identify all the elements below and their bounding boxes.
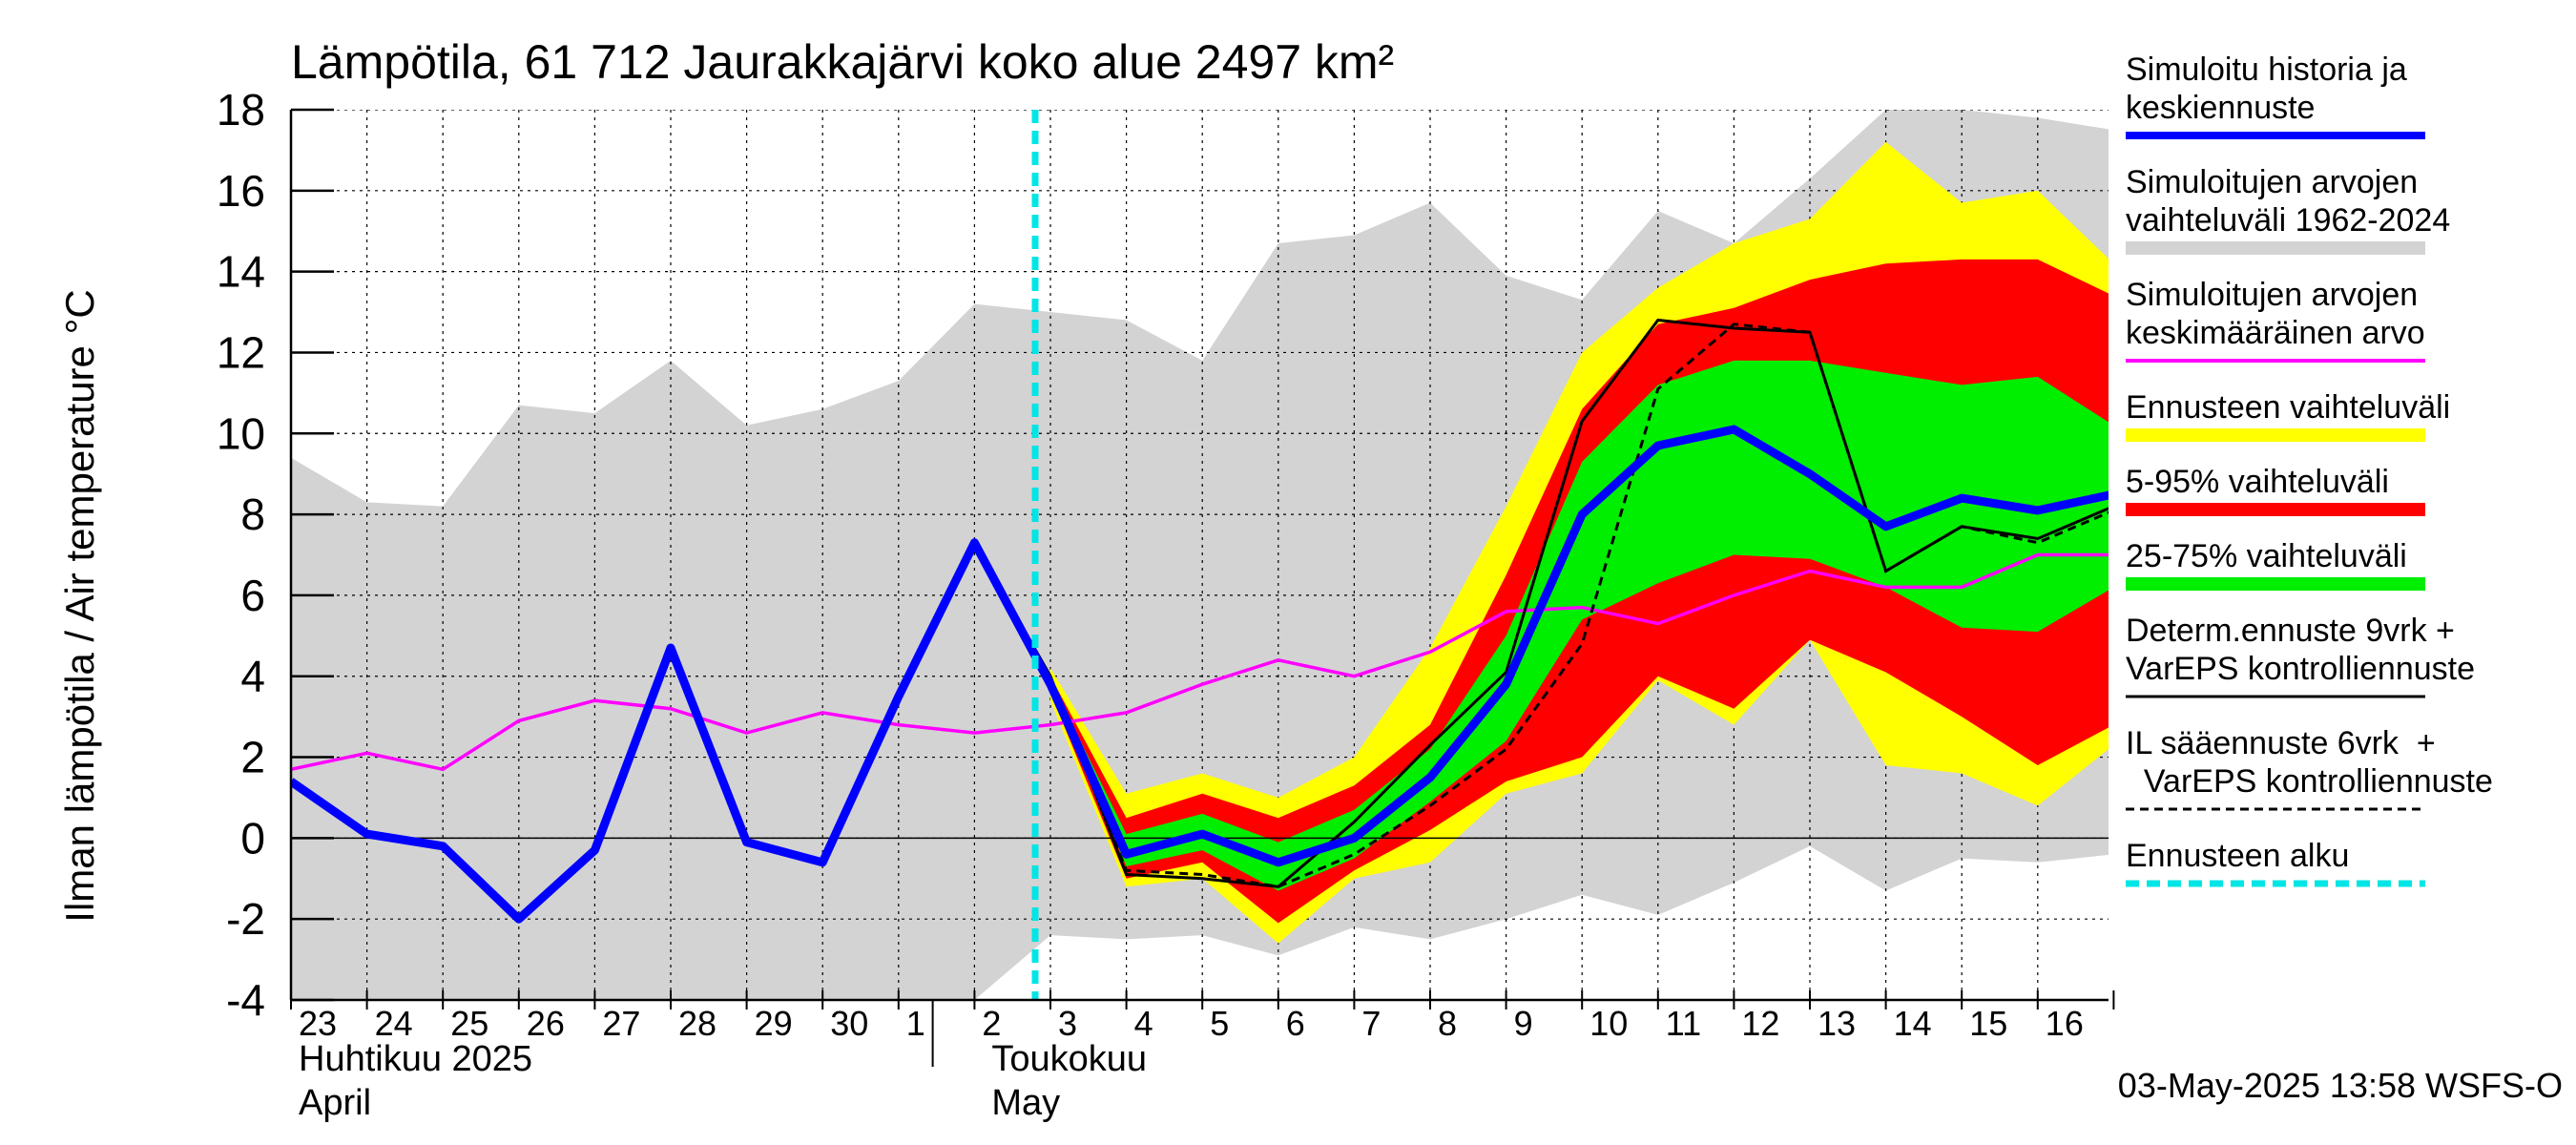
y-axis-label: Ilman lämpötila / Air temperature °C bbox=[57, 289, 102, 922]
legend-label: Ennusteen alku bbox=[2126, 838, 2349, 874]
y-tick-label: 0 bbox=[240, 813, 265, 863]
month-label-en: April bbox=[299, 1083, 371, 1123]
x-tick-label: 13 bbox=[1818, 1004, 1856, 1043]
legend-label: Determ.ennuste 9vrk + bbox=[2126, 613, 2455, 649]
y-tick-label: 12 bbox=[217, 327, 265, 377]
x-tick-label: 5 bbox=[1210, 1004, 1229, 1043]
month-label-en: May bbox=[991, 1083, 1060, 1123]
legend-label: VarEPS kontrolliennuste bbox=[2126, 763, 2493, 800]
x-tick-label: 14 bbox=[1894, 1004, 1932, 1043]
line-il bbox=[973, 323, 2109, 888]
x-tick-label: 29 bbox=[755, 1004, 793, 1043]
x-tick-label: 10 bbox=[1589, 1004, 1628, 1043]
x-tick-label: 4 bbox=[1134, 1004, 1153, 1043]
y-tick-label: 16 bbox=[217, 166, 265, 216]
plot-area bbox=[291, 110, 2109, 1000]
legend-label: keskimääräinen arvo bbox=[2126, 315, 2425, 351]
month-label-fi: Toukokuu bbox=[991, 1039, 1147, 1079]
y-tick-label: 4 bbox=[240, 652, 265, 701]
y-tick-label: -4 bbox=[226, 975, 265, 1025]
x-tick-label: 1 bbox=[906, 1004, 925, 1043]
x-tick-label: 7 bbox=[1361, 1004, 1381, 1043]
y-tick-label: -2 bbox=[226, 894, 265, 944]
x-tick-label: 6 bbox=[1286, 1004, 1305, 1043]
legend-label: vaihteluväli 1962-2024 bbox=[2126, 202, 2450, 239]
legend-label: VarEPS kontrolliennuste bbox=[2126, 651, 2475, 687]
x-tick-label: 9 bbox=[1514, 1004, 1533, 1043]
legend-label: keskiennuste bbox=[2126, 90, 2315, 126]
x-tick-label: 8 bbox=[1438, 1004, 1457, 1043]
x-tick-label: 28 bbox=[678, 1004, 717, 1043]
y-tick-label: 6 bbox=[240, 571, 265, 620]
y-tick-label: 10 bbox=[217, 408, 265, 458]
x-tick-label: 27 bbox=[602, 1004, 640, 1043]
line-history bbox=[291, 425, 2109, 924]
legend-label: 5-95% vaihteluväli bbox=[2126, 464, 2389, 500]
x-tick-label: 15 bbox=[1969, 1004, 2007, 1043]
x-tick-label: 11 bbox=[1666, 1004, 1701, 1043]
x-tick-label: 12 bbox=[1741, 1004, 1779, 1043]
x-tick-label: 26 bbox=[527, 1004, 565, 1043]
legend-label: Simuloitujen arvojen bbox=[2126, 277, 2418, 313]
x-tick-label: 2 bbox=[982, 1004, 1001, 1043]
legend-label: Simuloitujen arvojen bbox=[2126, 164, 2418, 200]
y-tick-label: 8 bbox=[240, 489, 265, 539]
line-mean-hist bbox=[291, 552, 2109, 772]
timestamp: 03-May-2025 13:58 WSFS-O bbox=[2118, 1066, 2563, 1105]
legend-label: IL sääennuste 6vrk + bbox=[2126, 725, 2436, 761]
legend-label: Simuloitu historia ja bbox=[2126, 52, 2407, 88]
y-tick-label: 14 bbox=[217, 247, 265, 297]
y-tick-label: 18 bbox=[217, 85, 265, 135]
y-tick-label: 2 bbox=[240, 733, 265, 782]
legend-label: Ennusteen vaihteluväli bbox=[2126, 389, 2450, 426]
x-tick-label: 25 bbox=[450, 1004, 488, 1043]
chart-title: Lämpötila, 61 712 Jaurakkajärvi koko alu… bbox=[291, 35, 1394, 89]
x-tick-label: 30 bbox=[830, 1004, 868, 1043]
x-tick-label: 23 bbox=[299, 1004, 337, 1043]
x-tick-label: 3 bbox=[1058, 1004, 1077, 1043]
x-tick-label: 16 bbox=[2046, 1004, 2084, 1043]
x-tick-label: 24 bbox=[375, 1004, 413, 1043]
legend-label: 25-75% vaihteluväli bbox=[2126, 538, 2407, 574]
month-label-fi: Huhtikuu 2025 bbox=[299, 1039, 532, 1079]
